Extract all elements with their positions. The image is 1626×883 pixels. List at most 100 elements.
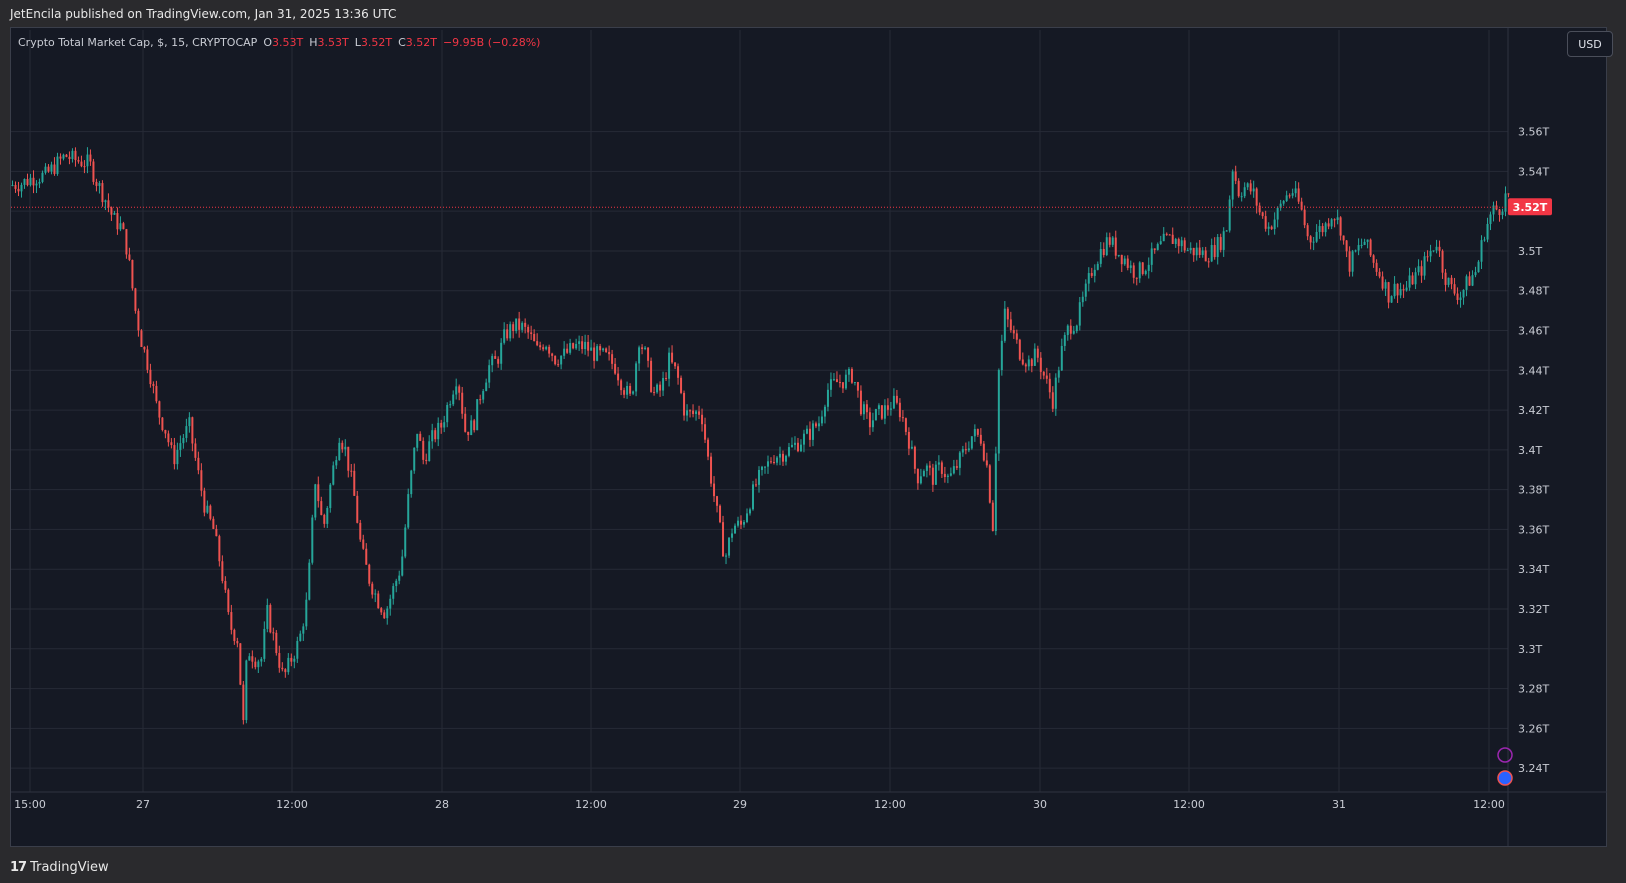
candle-body — [662, 378, 665, 391]
candle-body — [1282, 200, 1285, 204]
candle-body — [731, 533, 734, 538]
candle-body — [506, 329, 509, 339]
candle-body — [1159, 241, 1162, 245]
candle-body — [1234, 171, 1237, 181]
candle-body — [518, 318, 521, 330]
candle-body — [167, 433, 170, 443]
candle-body — [68, 156, 71, 160]
candle-body — [1012, 330, 1015, 334]
candle-body — [665, 378, 668, 380]
candle-body — [173, 445, 176, 465]
candle-body — [1330, 219, 1333, 227]
candle-body — [1063, 335, 1066, 346]
candle-body — [257, 661, 260, 668]
candle-body — [425, 459, 428, 462]
candle-body — [413, 447, 416, 471]
candle-body — [793, 442, 796, 445]
candle-body — [170, 442, 173, 446]
candle-body — [755, 484, 758, 486]
candle-body — [23, 179, 26, 185]
candle-body — [371, 583, 374, 595]
candle-body — [1138, 262, 1141, 279]
candle-body — [497, 358, 500, 364]
candle-body — [1423, 256, 1426, 276]
candle-body — [503, 329, 506, 343]
candle-body — [530, 332, 533, 334]
y-tick-label: 3.3T — [1518, 643, 1542, 656]
candle-body — [149, 369, 152, 385]
candle-body — [1264, 216, 1267, 229]
candle-body — [362, 539, 365, 549]
candle-body — [422, 440, 425, 460]
candle-body — [140, 330, 143, 347]
change-value: −9.95B (−0.28%) — [442, 35, 541, 49]
candle-body — [569, 343, 572, 353]
candle-body — [1057, 370, 1060, 378]
candle-body — [281, 667, 284, 670]
candle-body — [871, 420, 874, 428]
candle-body — [635, 363, 638, 392]
candle-body — [719, 505, 722, 523]
x-tick-label: 12:00 — [874, 798, 906, 811]
candle-body — [434, 430, 437, 440]
candle-body — [650, 360, 653, 392]
candle-body — [608, 352, 611, 355]
candle-body — [629, 385, 632, 394]
candle-body — [509, 324, 512, 339]
currency-button[interactable]: USD — [1567, 31, 1613, 57]
candle-body — [740, 520, 743, 525]
candle-body — [188, 417, 191, 427]
candle-body — [1255, 188, 1258, 206]
candle-body — [1015, 333, 1018, 340]
candle-body — [1288, 195, 1291, 197]
candle-body — [1306, 225, 1309, 237]
candle-body — [1024, 364, 1027, 367]
candle-body — [961, 449, 964, 453]
x-tick-label: 27 — [136, 798, 150, 811]
candle-body — [886, 405, 889, 410]
candle-body — [512, 324, 515, 332]
candle-body — [218, 536, 221, 562]
candle-body — [1351, 251, 1354, 272]
candle-body — [749, 509, 752, 514]
candle-body — [1438, 246, 1441, 251]
candle-body — [1504, 193, 1507, 212]
candle-body — [56, 156, 59, 174]
candle-body — [521, 322, 524, 330]
candle-body — [1369, 239, 1372, 256]
candle-body — [209, 505, 212, 519]
candle-body — [1360, 244, 1363, 246]
candle-body — [488, 365, 491, 383]
candle-body — [695, 411, 698, 414]
candle-body — [626, 385, 629, 395]
candle-body — [889, 408, 892, 410]
candle-body — [548, 346, 551, 354]
candle-body — [874, 409, 877, 421]
candle-body — [1246, 183, 1249, 188]
candle-body — [1072, 331, 1075, 334]
candle-body — [1402, 289, 1405, 291]
candle-body — [290, 657, 293, 662]
candle-body — [428, 441, 431, 462]
candle-body — [772, 462, 775, 464]
candle-body — [491, 356, 494, 366]
candle-body — [77, 160, 80, 162]
candle-body — [557, 364, 560, 366]
candle-body — [1045, 375, 1048, 379]
candle-body — [1444, 272, 1447, 285]
candle-body — [1177, 239, 1180, 247]
candle-body — [176, 449, 179, 465]
candle-body — [185, 426, 188, 438]
x-tick-label: 31 — [1332, 798, 1346, 811]
candle-body — [1411, 275, 1414, 285]
candle-body — [901, 417, 904, 419]
candle-body — [203, 490, 206, 513]
candle-body — [101, 183, 104, 203]
candle-body — [1117, 254, 1120, 256]
candle-body — [769, 461, 772, 463]
candle-body — [155, 385, 158, 402]
chart-frame[interactable] — [10, 27, 1607, 847]
candle-body — [179, 443, 182, 450]
candle-body — [725, 555, 728, 557]
